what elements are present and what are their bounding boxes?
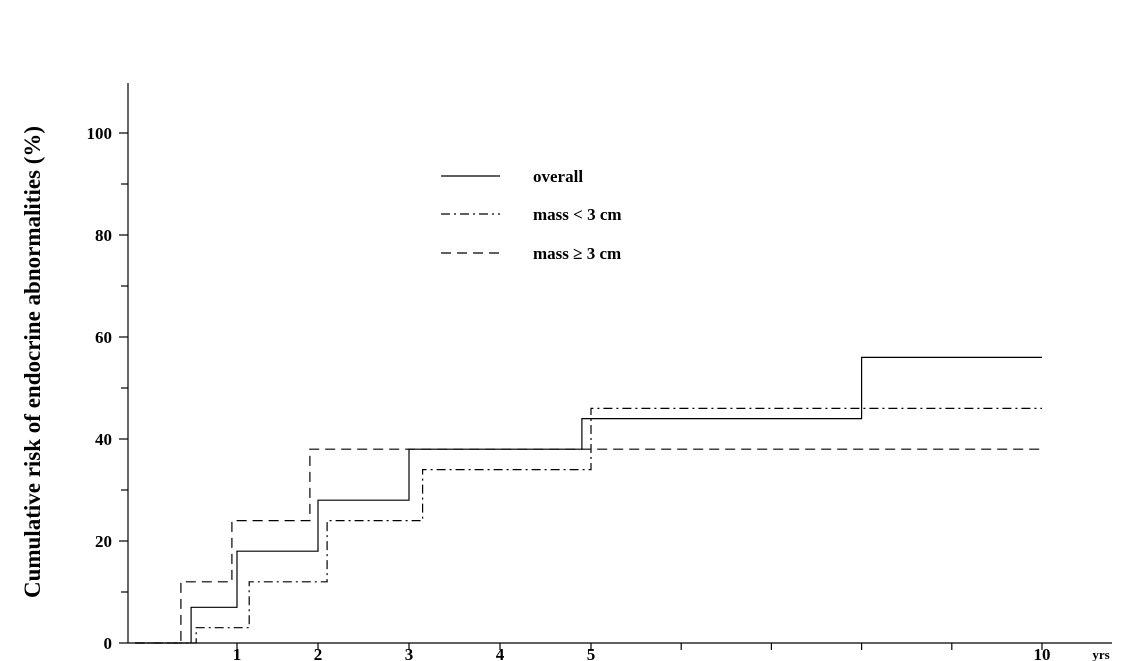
x-tick-label: 1 (233, 645, 242, 661)
x-tick-label: 2 (314, 645, 323, 661)
series-line-1 (135, 356, 1042, 644)
series-lines (135, 356, 1042, 644)
x-tick-label: 4 (496, 645, 505, 661)
legend-label: mass ≥ 3 cm (533, 244, 621, 263)
x-tick-label: 5 (587, 645, 596, 661)
series-line-2 (135, 407, 1042, 644)
y-axis-ticks: 0 20 40 60 80 100 (87, 124, 128, 653)
legend-label: mass < 3 cm (533, 205, 622, 224)
y-tick-label: 40 (95, 430, 112, 449)
legend: overall mass < 3 cm mass ≥ 3 cm (441, 167, 622, 263)
legend-label: overall (533, 167, 583, 186)
y-tick-label: 100 (87, 124, 113, 143)
y-tick-label: 60 (95, 328, 112, 347)
x-tick-label: 10 (1034, 645, 1051, 661)
y-tick-label: 0 (104, 634, 113, 653)
series-line-3 (135, 448, 1042, 644)
x-tick-label: 3 (405, 645, 414, 661)
y-tick-label: 80 (95, 226, 112, 245)
y-axis-title: Cumulative risk of endocrine abnormaliti… (20, 126, 45, 598)
y-tick-label: 20 (95, 532, 112, 551)
x-axis-ticks: 1 2 3 4 5 10 (233, 643, 1051, 661)
x-axis-unit-label: yrs (1092, 647, 1109, 661)
